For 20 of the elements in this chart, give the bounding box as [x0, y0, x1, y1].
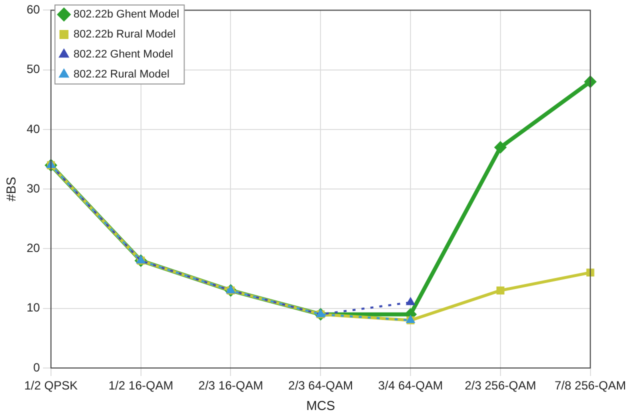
y-tick-label: 50: [26, 62, 40, 76]
x-tick-label: 1/2 QPSK: [24, 378, 78, 393]
legend-label: 802.22b Rural Model: [73, 28, 176, 41]
x-tick-label: 2/3 16-QAM: [198, 378, 264, 393]
y-tick-label: 20: [26, 241, 40, 256]
x-tick-label: 3/4 64-QAM: [378, 378, 443, 393]
y-tick-label: 40: [26, 122, 40, 136]
y-axis-title: #BS: [3, 176, 18, 202]
x-tick-label: 1/2 16-QAM: [108, 378, 174, 393]
x-tick-label: 2/3 64-QAM: [288, 378, 353, 393]
legend-label: 802.22 Ghent Model: [73, 48, 174, 61]
legend-label: 802.22 Rural Model: [73, 68, 170, 81]
y-tick-label: 10: [26, 300, 40, 315]
legend-label: 802.22b Ghent Model: [73, 8, 180, 21]
x-tick-label: 7/8 256-QAM: [554, 378, 626, 393]
y-tick-label: 60: [26, 2, 40, 17]
y-tick-label: 0: [33, 360, 40, 374]
y-tick-label: 30: [26, 181, 40, 196]
x-axis-title: MCS: [306, 398, 336, 413]
x-tick-label: 2/3 256-QAM: [464, 378, 536, 393]
